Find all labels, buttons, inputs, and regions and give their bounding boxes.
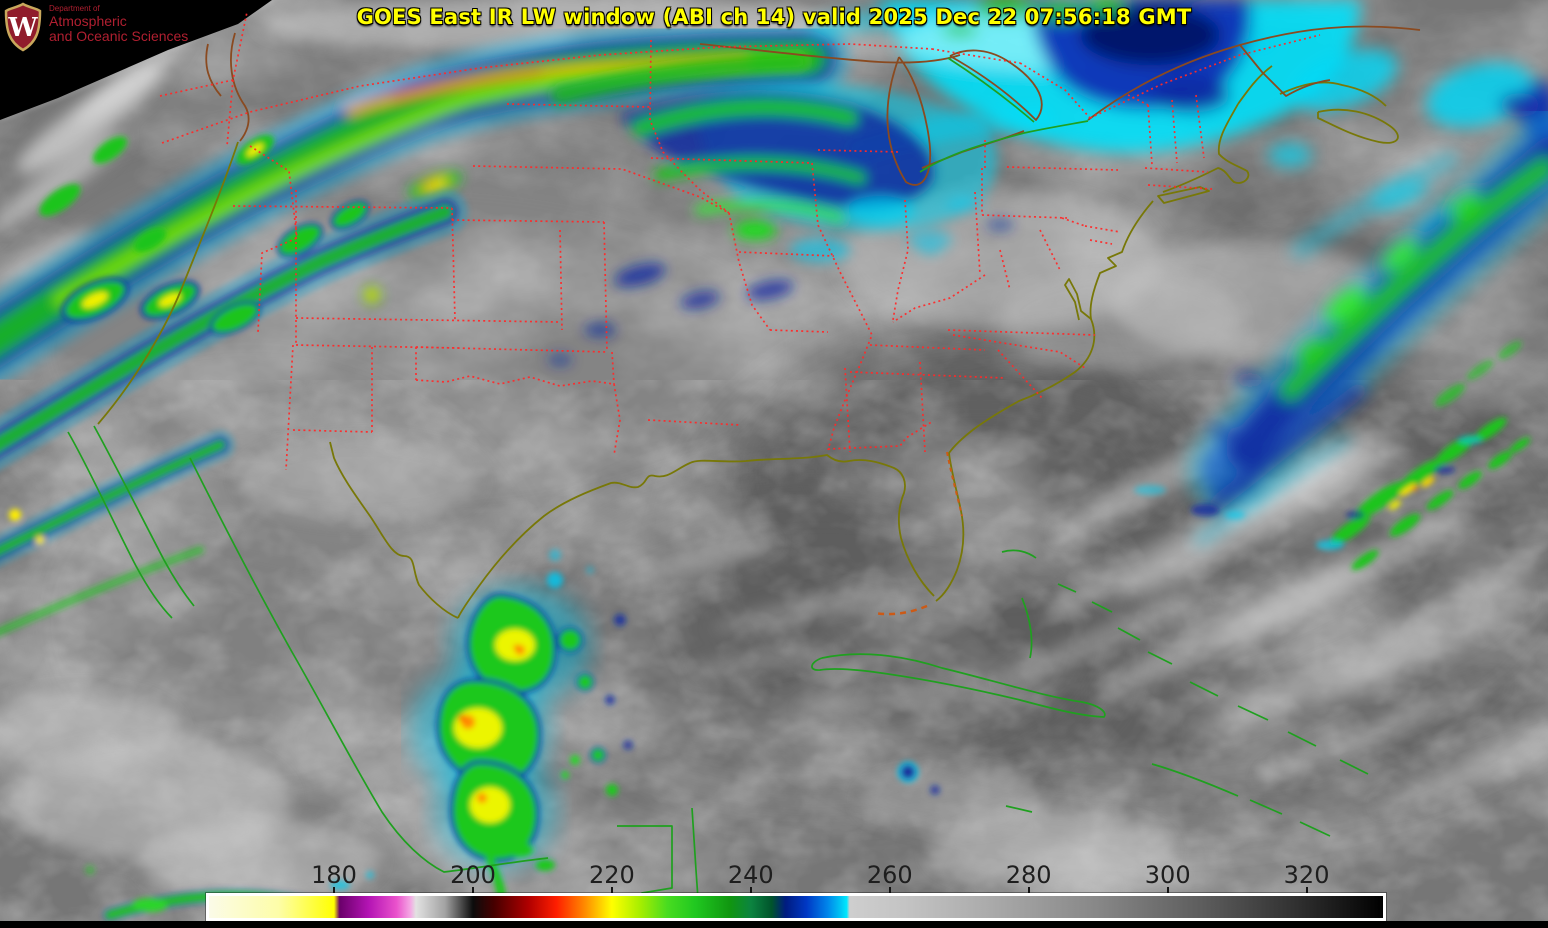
colorbar-tick-mark	[472, 887, 475, 894]
logo-line2: and Oceanic Sciences	[49, 28, 189, 45]
enhanced-band-atlantic	[1185, 105, 1548, 546]
image-title: GOES East IR LW window (ABI ch 14) valid…	[356, 5, 1192, 29]
space-corner	[0, 0, 272, 120]
coastline-us-olive	[97, 65, 1399, 619]
enhanced-cluster-mexico	[410, 549, 633, 925]
uw-dept-name: Department of Atmospheric and Oceanic Sc…	[49, 2, 188, 44]
uw-aos-logo: W Department of Atmospheric and Oceanic …	[4, 2, 188, 52]
florida-keys-overlay	[874, 451, 963, 616]
colorbar-tick-label: 200	[450, 861, 496, 889]
svg-text:W: W	[7, 13, 38, 43]
colorbar-tick-mark	[1305, 887, 1308, 894]
logo-department-label: Department of	[49, 4, 100, 13]
state-borders-red-dotted	[159, 11, 1321, 471]
colorbar-tick-label: 240	[727, 861, 774, 889]
logo-line1: Atmospheric	[49, 13, 127, 30]
bottom-black-strip	[0, 921, 1548, 928]
colorbar-tick-label: 220	[589, 861, 635, 889]
colorbar-tick-label: 180	[311, 861, 357, 889]
colorbar-tick-mark	[1027, 887, 1030, 894]
colorbar-tick-label: 300	[1144, 861, 1191, 889]
temperature-colorbar: 180 200 220 240 260 280 300 320	[206, 861, 1386, 923]
uw-crest-icon: W	[4, 2, 42, 52]
colorbar-tick-label: 280	[1005, 861, 1052, 889]
colorbar-tick-label: 320	[1283, 861, 1330, 889]
colorbar-tick-mark	[610, 887, 613, 894]
colorbar-tick-mark	[1166, 887, 1169, 894]
colorbar-tick-label: 260	[866, 861, 913, 889]
colorbar-tick-mark	[749, 887, 752, 894]
colorbar-tick-mark	[888, 887, 891, 894]
enhanced-cells-atlantic-south	[1134, 340, 1531, 571]
colorbar-gradient	[209, 896, 1383, 918]
enhanced-system-north-central	[548, 53, 1053, 366]
enhanced-mass-northeast	[810, 0, 1548, 238]
colorbar-tick-mark	[333, 887, 336, 894]
